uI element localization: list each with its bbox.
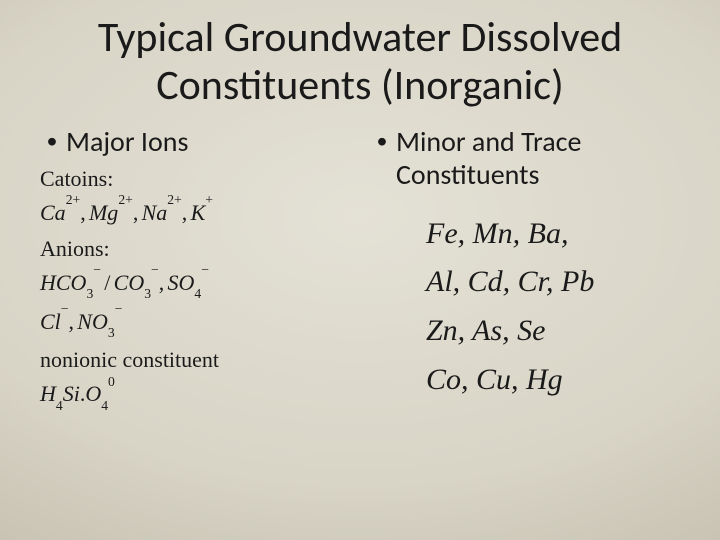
- trace-line-2: Al, Cd, Cr, Pb: [426, 258, 682, 307]
- trace-line-4: Co, Cu, Hg: [426, 356, 682, 405]
- left-column: • Major Ions Catoins: Ca2+,Mg2+,Na2+,K+ …: [30, 125, 360, 419]
- bullet-minor-trace-label: Minor and Trace Constituents: [396, 125, 682, 192]
- bullet-dot-icon: •: [38, 125, 66, 157]
- anions-label: Anions:: [40, 236, 352, 262]
- nonionic-formula: H4Si.O40: [40, 379, 352, 412]
- bullet-dot-icon: •: [368, 125, 396, 157]
- bullet-major-ions: • Major Ions: [38, 125, 352, 159]
- trace-elements: Fe, Mn, Ba, Al, Cd, Cr, Pb Zn, As, Se Co…: [426, 210, 682, 404]
- right-column: • Minor and Trace Constituents Fe, Mn, B…: [360, 125, 690, 419]
- cations-label: Catoins:: [40, 166, 352, 192]
- trace-line-1: Fe, Mn, Ba,: [426, 210, 682, 259]
- nonionic-label: nonionic constituent: [40, 347, 352, 373]
- slide: Typical Groundwater Dissolved Constituen…: [0, 0, 720, 540]
- bullet-minor-trace: • Minor and Trace Constituents: [368, 125, 682, 192]
- trace-line-3: Zn, As, Se: [426, 307, 682, 356]
- anions-formula-1: HCO3−/CO3−,SO4−: [40, 268, 352, 301]
- anions-formula-2: Cl−,NO3−: [40, 307, 352, 340]
- bullet-major-ions-label: Major Ions: [66, 125, 188, 159]
- cations-formula: Ca2+,Mg2+,Na2+,K+: [40, 198, 352, 228]
- slide-title: Typical Groundwater Dissolved Constituen…: [40, 14, 680, 111]
- columns: • Major Ions Catoins: Ca2+,Mg2+,Na2+,K+ …: [30, 125, 690, 419]
